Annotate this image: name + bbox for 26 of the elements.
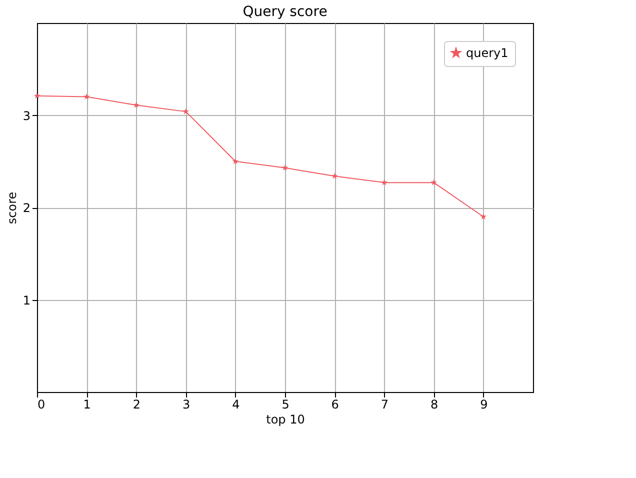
x-tick-label: 4 <box>232 398 240 412</box>
point <box>480 213 487 220</box>
y-tick-label: 2 <box>22 201 30 215</box>
point <box>133 102 140 108</box>
chart-title: Query score <box>242 4 328 20</box>
x-tick-label: 3 <box>182 398 190 412</box>
x-axis-title: top 10 <box>266 412 305 426</box>
y-tick-label: 3 <box>22 108 30 123</box>
point <box>182 108 189 114</box>
x-tick-label: 2 <box>132 398 141 412</box>
y-tick-label: 1 <box>22 293 30 308</box>
point <box>232 158 239 164</box>
point <box>381 179 388 186</box>
point <box>430 179 437 186</box>
x-tick-label: 8 <box>430 398 438 412</box>
x-tick-label: 7 <box>380 398 389 412</box>
point <box>282 164 288 171</box>
y-axis-title: score <box>4 192 19 224</box>
point <box>83 93 90 100</box>
x-tick-label: 0 <box>38 398 46 412</box>
x-tick-label: 5 <box>282 398 290 412</box>
x-tick-label: 1 <box>83 398 91 412</box>
legend-label: query1 <box>466 46 508 60</box>
x-tick-label: 6 <box>331 398 339 412</box>
point <box>331 172 338 179</box>
x-tick-label: 9 <box>480 398 488 412</box>
